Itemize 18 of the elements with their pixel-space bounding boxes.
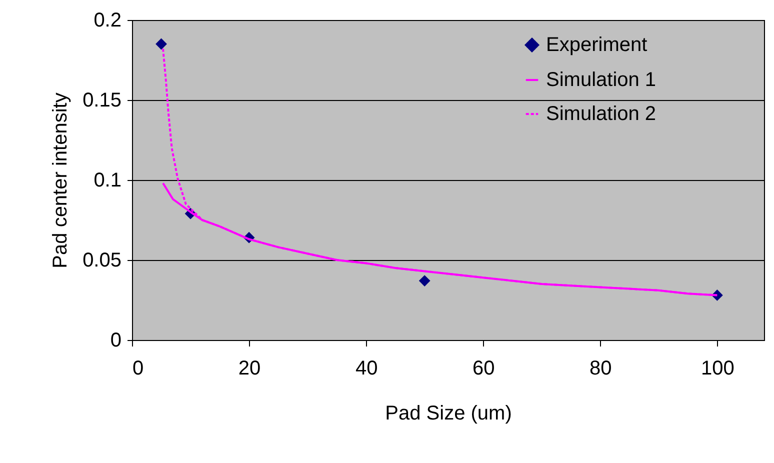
y-tick-label: 0.15 [82, 90, 122, 112]
point [156, 38, 167, 50]
y-tick-label: 0 [110, 330, 122, 352]
legend-label: Simulation 2 [546, 103, 656, 125]
x-axis-title: Pad Size (um) [385, 402, 512, 424]
x-tick-label: 100 [701, 358, 734, 380]
legend-label: Simulation 1 [546, 69, 656, 91]
legend-label: Experiment [546, 34, 648, 56]
y-tick-label: 0.2 [94, 10, 122, 32]
x-tick-label: 20 [238, 358, 261, 380]
x-tick-label: 60 [472, 358, 495, 380]
point [418, 275, 430, 286]
y-tick-label: 0.05 [82, 250, 122, 272]
x-tick-label: 0 [132, 358, 144, 380]
x-tick-label: 40 [355, 358, 378, 380]
y-axis-title: Pad center intensity [50, 92, 72, 268]
y-tick-label: 0.1 [94, 170, 122, 192]
x-tick-label: 80 [590, 358, 612, 380]
